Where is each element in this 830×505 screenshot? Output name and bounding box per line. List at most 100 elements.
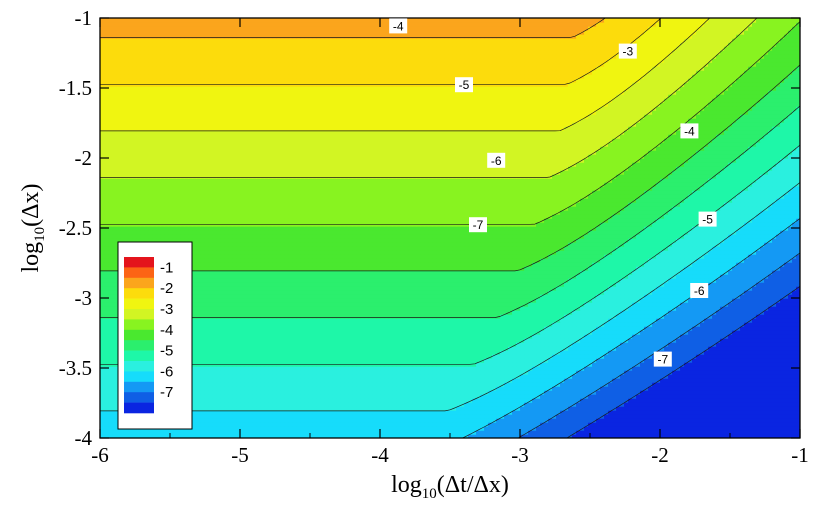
contour-fill-cell <box>376 414 381 419</box>
contour-fill-cell <box>524 326 529 331</box>
contour-fill-cell <box>356 398 361 403</box>
contour-fill-cell <box>656 330 661 335</box>
contour-fill-cell <box>568 390 573 395</box>
contour-fill-cell <box>616 362 621 367</box>
contour-fill-cell <box>728 342 733 347</box>
contour-fill-cell <box>636 366 641 371</box>
contour-fill-cell <box>572 338 577 343</box>
contour-fill-cell <box>764 430 769 435</box>
contour-fill-cell <box>468 426 473 431</box>
contour-fill-cell <box>384 418 389 423</box>
contour-fill-cell <box>704 338 709 343</box>
contour-fill-cell <box>296 334 301 339</box>
contour-fill-cell <box>564 342 569 347</box>
contour-fill-cell <box>376 398 381 403</box>
contour-fill-cell <box>256 358 261 363</box>
contour-fill-cell <box>312 434 317 438</box>
contour-fill-cell <box>380 402 385 407</box>
contour-fill-cell <box>776 366 781 371</box>
contour-fill-cell <box>376 350 381 355</box>
contour-fill-cell <box>596 406 601 411</box>
contour-fill-cell <box>416 322 421 327</box>
contour-fill-cell <box>316 350 321 355</box>
contour-fill-cell <box>580 414 585 419</box>
contour-fill-cell <box>276 410 281 415</box>
contour-fill-cell <box>680 398 685 403</box>
contour-fill-cell <box>608 326 613 331</box>
contour-fill-cell <box>380 366 385 371</box>
contour-fill-cell <box>560 346 565 351</box>
contour-fill-cell <box>568 422 573 427</box>
contour-fill-cell <box>400 422 405 427</box>
contour-fill-cell <box>796 346 800 351</box>
contour-fill-cell <box>796 386 800 391</box>
contour-fill-cell <box>512 370 517 375</box>
contour-fill-cell <box>704 342 709 347</box>
contour-fill-cell <box>732 342 737 347</box>
contour-fill-cell <box>624 426 629 431</box>
contour-fill-cell <box>224 346 229 351</box>
contour-fill-cell <box>400 434 405 438</box>
contour-fill-cell <box>416 426 421 431</box>
contour-fill-cell <box>584 394 589 399</box>
contour-fill-cell <box>772 334 777 339</box>
contour-fill-cell <box>280 414 285 419</box>
contour-fill-cell <box>640 418 645 423</box>
contour-fill-cell <box>288 402 293 407</box>
contour-fill-cell <box>520 434 525 438</box>
contour-fill-cell <box>708 366 713 371</box>
contour-fill-cell <box>460 326 465 331</box>
contour-fill-cell <box>344 338 349 343</box>
contour-fill-cell <box>484 330 489 335</box>
contour-fill-cell <box>712 414 717 419</box>
contour-fill-cell <box>276 338 281 343</box>
contour-fill-cell <box>504 406 509 411</box>
contour-fill-cell <box>664 338 669 343</box>
contour-fill-cell <box>596 330 601 335</box>
contour-fill-cell <box>692 358 697 363</box>
contour-fill-cell <box>560 334 565 339</box>
contour-fill-cell <box>180 430 185 435</box>
contour-fill-cell <box>776 342 781 347</box>
contour-fill-cell <box>624 338 629 343</box>
contour-fill-cell <box>772 338 777 343</box>
contour-fill-cell <box>464 398 469 403</box>
contour-fill-cell <box>324 426 329 431</box>
contour-fill-cell <box>644 338 649 343</box>
contour-fill-cell <box>264 394 269 399</box>
contour-fill-cell <box>568 362 573 367</box>
contour-fill-cell <box>484 338 489 343</box>
contour-fill-cell <box>212 378 217 383</box>
contour-fill-cell <box>360 378 365 383</box>
contour-fill-cell <box>552 398 557 403</box>
contour-fill-cell <box>356 382 361 387</box>
contour-fill-cell <box>544 430 549 435</box>
contour-fill-cell <box>388 382 393 387</box>
contour-fill-cell <box>392 418 397 423</box>
contour-fill-cell <box>264 434 269 438</box>
contour-fill-cell <box>392 342 397 347</box>
contour-fill-cell <box>496 354 501 359</box>
contour-fill-cell <box>784 398 789 403</box>
contour-fill-cell <box>604 338 609 343</box>
contour-fill-cell <box>648 426 653 431</box>
contour-fill-cell <box>356 426 361 431</box>
contour-fill-cell <box>760 366 765 371</box>
contour-fill-cell <box>520 394 525 399</box>
contour-fill-cell <box>700 346 705 351</box>
contour-fill-cell <box>464 350 469 355</box>
contour-fill-cell <box>696 422 701 427</box>
contour-fill-cell <box>216 330 221 335</box>
contour-fill-cell <box>732 418 737 423</box>
contour-fill-cell <box>404 378 409 383</box>
contour-fill-cell <box>760 390 765 395</box>
contour-fill-cell <box>192 366 197 371</box>
contour-fill-cell <box>564 338 569 343</box>
contour-fill-cell <box>364 402 369 407</box>
contour-fill-cell <box>212 338 217 343</box>
contour-fill-cell <box>244 410 249 415</box>
contour-fill-cell <box>608 334 613 339</box>
contour-fill-cell <box>264 334 269 339</box>
contour-fill-cell <box>632 342 637 347</box>
contour-fill-cell <box>772 378 777 383</box>
